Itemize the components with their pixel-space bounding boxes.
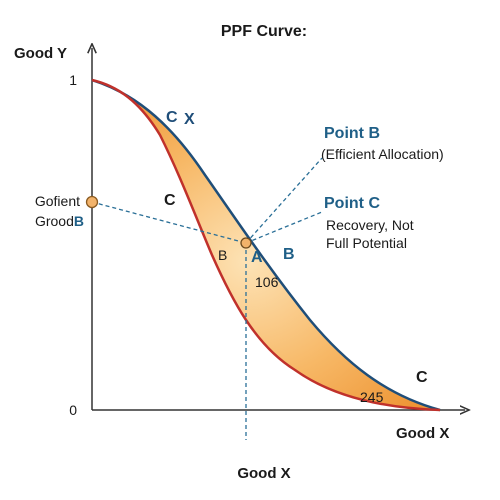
region-value-middle: 106 <box>255 274 279 290</box>
inner-curve-label-c: C <box>164 192 176 209</box>
annotation-point-b-title: Point B <box>324 125 380 142</box>
x-axis-label: Good X <box>396 425 449 442</box>
region-value-bottom: 245 <box>360 389 384 405</box>
left-marker-label-suffix: B <box>74 213 84 229</box>
left-marker-label-prefix: Grood <box>35 213 74 229</box>
point-label-left-b: B <box>218 247 227 263</box>
outer-ppf-curve <box>91 78 441 412</box>
point-label-a: A <box>251 249 263 266</box>
point-a-marker <box>240 237 252 249</box>
annotation-point-c-line2: Full Potential <box>326 235 407 251</box>
outer-curve-label-c: C <box>166 109 178 126</box>
y-tick-bottom: 0 <box>69 402 77 418</box>
outer-curve-label-x: X <box>184 111 195 128</box>
bottom-curve-label-c: C <box>416 369 428 386</box>
left-marker-label-line1: Gofient <box>35 193 80 209</box>
chart-title: PPF Curve: <box>221 23 307 40</box>
annotation-point-b-desc: (Efficient Allocation) <box>321 146 444 162</box>
y-tick-top: 1 <box>69 72 77 88</box>
annotation-point-c-line1: Recovery, Not <box>326 217 414 233</box>
ppf-shaded-region <box>92 80 440 410</box>
left-axis-marker <box>85 195 99 209</box>
inner-ppf-curve <box>91 78 441 412</box>
guide-left-to-point <box>91 201 247 244</box>
left-marker-label-line2: GroodB <box>35 213 84 229</box>
x-axis-bottom-label: Good X <box>237 465 290 482</box>
point-label-right-b: B <box>283 246 295 263</box>
annotation-point-c-title: Point C <box>324 195 380 212</box>
y-axis-label: Good Y <box>14 45 67 62</box>
guide-to-point-b <box>245 157 323 244</box>
guide-to-point-c <box>245 211 323 244</box>
